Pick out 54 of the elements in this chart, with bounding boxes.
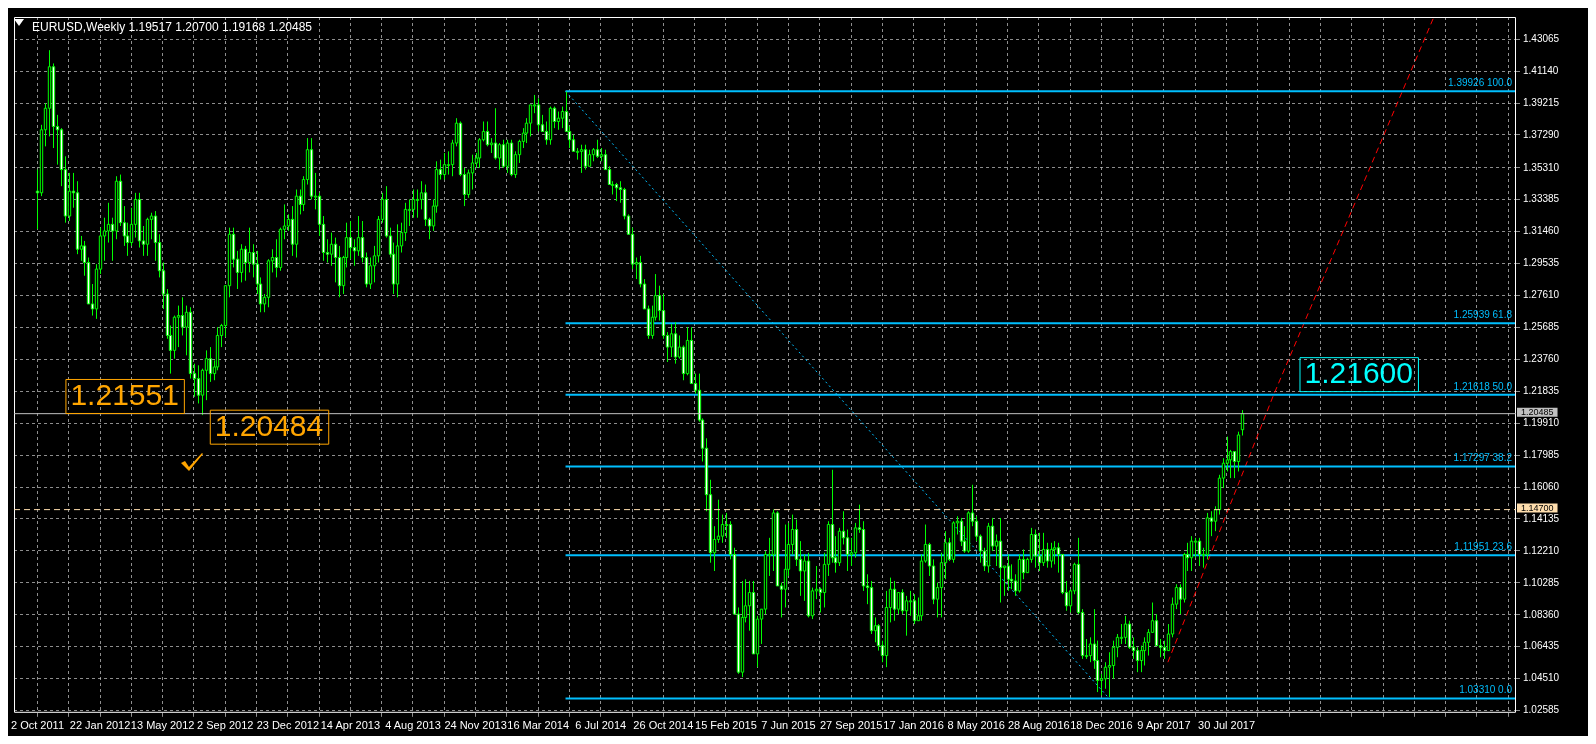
y-tick-label: 1.06435 [1523, 640, 1560, 652]
x-tick-label: 9 Apr 2017 [1137, 719, 1191, 732]
series-label: 1.25939 61.8 [1453, 308, 1513, 320]
series-label: 1.03310 0.0 [1459, 684, 1513, 696]
x-tick-label: 27 Sep 2015 [819, 719, 883, 732]
series-label: 1.39926 100.0 [1448, 76, 1513, 88]
x-tick-label: 17 Jan 2016 [883, 719, 944, 732]
chart-title: EURUSD,Weekly 1.19517 1.20700 1.19168 1.20485 [32, 20, 313, 35]
annotation: 1.21551 [70, 378, 179, 412]
ref-line-label: 1.14700 [1521, 502, 1554, 513]
x-tick-label: 13 May 2012 [130, 719, 195, 732]
x-tick-label: 15 Feb 2015 [695, 719, 757, 732]
annotation: 1.20484 [214, 408, 324, 442]
y-tick-label: 1.25685 [1523, 321, 1560, 333]
x-tick-label: 30 Jul 2017 [1198, 719, 1255, 732]
y-tick-label: 1.10285 [1523, 576, 1560, 588]
y-tick-label: 1.37290 [1523, 128, 1560, 140]
y-tick-label: 1.43065 [1523, 32, 1560, 44]
x-tick-label: 23 Dec 2012 [256, 719, 320, 732]
y-tick-label: 1.14135 [1523, 512, 1560, 524]
series-label: 1.11951 23.6 [1454, 540, 1513, 552]
y-tick-label: 1.19910 [1523, 416, 1560, 428]
x-tick-label: 26 Oct 2014 [633, 719, 694, 732]
x-tick-label: 22 Jan 2012 [69, 719, 131, 732]
x-tick-label: 18 Dec 2016 [1070, 719, 1133, 732]
x-tick-label: 7 Jun 2015 [761, 719, 816, 732]
x-tick-label: 4 Aug 2013 [385, 719, 441, 732]
y-tick-label: 1.41140 [1523, 64, 1559, 76]
x-tick-label: 2 Sep 2012 [197, 719, 254, 732]
ref-line-label: 1.20485 [1521, 406, 1554, 417]
x-tick-label: 28 Aug 2016 [1007, 719, 1070, 732]
y-tick-label: 1.16060 [1523, 480, 1560, 492]
y-tick-label: 1.27610 [1523, 289, 1560, 301]
y-tick-label: 1.39215 [1523, 96, 1560, 108]
annotation: 1.21600 [1304, 356, 1413, 390]
series-label: 1.21618 50.0 [1453, 380, 1513, 392]
y-tick-label: 1.12210 [1523, 544, 1560, 556]
x-tick-label: 24 Nov 2013 [444, 719, 507, 732]
y-tick-label: 1.35310 [1523, 161, 1560, 173]
x-tick-label: 14 Apr 2013 [320, 719, 381, 732]
x-tick-label: 6 Jul 2014 [575, 719, 627, 732]
y-tick-label: 1.04510 [1523, 672, 1560, 684]
x-tick-label: 8 May 2016 [947, 719, 1005, 732]
series-label: 1.17297 38.2 [1453, 452, 1513, 464]
x-tick-label: 2 Oct 2011 [11, 719, 64, 732]
x-tick-label: 16 Mar 2014 [507, 719, 570, 732]
y-tick-label: 1.02585 [1523, 704, 1560, 716]
y-tick-label: 1.33385 [1523, 193, 1560, 205]
y-tick-label: 1.08360 [1523, 608, 1560, 620]
y-tick-label: 1.21835 [1523, 385, 1560, 397]
y-tick-label: 1.31460 [1523, 225, 1560, 237]
y-tick-label: 1.23760 [1523, 353, 1560, 365]
y-tick-label: 1.17985 [1523, 448, 1560, 460]
y-tick-label: 1.29535 [1523, 257, 1560, 269]
